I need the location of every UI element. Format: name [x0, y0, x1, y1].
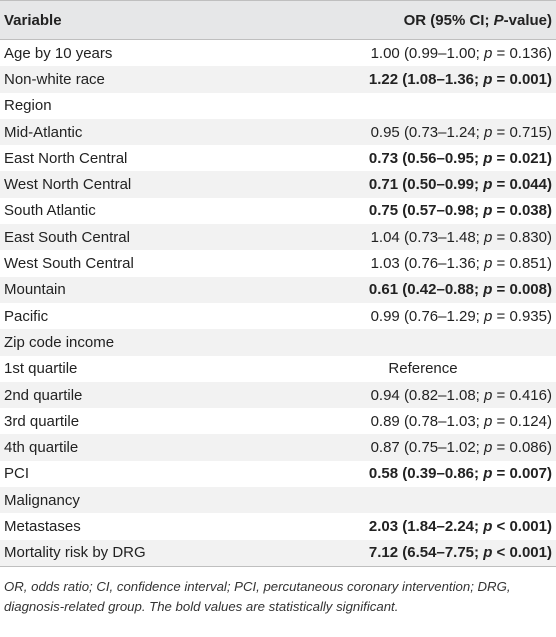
header-or-suffix: -value) — [503, 11, 552, 29]
row-label: Non-white race — [4, 70, 105, 88]
table-row: Zip code income — [0, 329, 556, 356]
table-row: Age by 10 years 1.00 (0.99–1.00; p = 0.13… — [0, 40, 556, 66]
row-label: West North Central — [4, 176, 132, 194]
table-row: Non-white race 1.22 (1.08–1.36; p = 0.001… — [0, 66, 556, 93]
row-label: Zip code income — [4, 333, 115, 351]
table-row: PCI 0.58 (0.39–0.86; p = 0.007) — [0, 461, 556, 487]
table-row: Mid-Atlantic 0.95 (0.73–1.24; p = 0.715) — [0, 118, 556, 146]
row-value: 0.75 (0.57–0.98; p = 0.038) — [368, 202, 552, 220]
row-label: Mid-Atlantic — [4, 123, 83, 141]
table-row: West South Central 1.03 (0.76–1.36; p = 0… — [0, 250, 556, 276]
table-row: Mortality risk by DRG 7.12 (6.54–7.75; p … — [0, 539, 556, 566]
row-value: 1.00 (0.99–1.00; p = 0.136) — [370, 44, 552, 62]
header-or-prefix: OR (95% CI; — [403, 11, 494, 29]
row-value: 1.03 (0.76–1.36; p = 0.851) — [370, 255, 552, 273]
header-or-italic: P — [493, 11, 504, 29]
table-row: West North Central 0.71 (0.50–0.99; p = 0… — [0, 171, 556, 198]
header-variable: Variable — [4, 11, 62, 29]
row-label: Region — [4, 97, 52, 115]
row-label: Pacific — [4, 307, 49, 325]
row-label: Metastases — [4, 517, 81, 535]
row-label: 2nd quartile — [4, 386, 83, 404]
row-label: Malignancy — [4, 491, 80, 509]
row-label: Mortality risk by DRG — [4, 544, 146, 562]
row-label: West South Central — [4, 255, 134, 273]
table-body: Age by 10 years 1.00 (0.99–1.00; p = 0.13… — [0, 40, 556, 567]
row-label: 1st quartile — [4, 360, 78, 378]
header-or: OR (95% CI; P-value) — [404, 12, 556, 29]
table-row: Pacific 0.99 (0.76–1.29; p = 0.935) — [0, 303, 556, 329]
row-value: 1.22 (1.08–1.36; p = 0.001) — [368, 70, 552, 88]
row-value: 0.71 (0.50–0.99; p = 0.044) — [368, 176, 552, 194]
row-value: 0.73 (0.56–0.95; p = 0.021) — [368, 149, 552, 167]
table-row: 2nd quartile 0.94 (0.82–1.08; p = 0.416) — [0, 381, 556, 409]
table-row: East North Central 0.73 (0.56–0.95; p = 0… — [0, 145, 556, 171]
row-value: 0.89 (0.78–1.03; p = 0.124) — [370, 412, 552, 430]
row-value: 2.03 (1.84–2.24; p < 0.001) — [368, 517, 552, 535]
row-value: 7.12 (6.54–7.75; p < 0.001) — [368, 544, 552, 562]
row-label: Mountain — [4, 281, 66, 299]
row-value: 0.87 (0.75–1.02; p = 0.086) — [370, 439, 552, 457]
table-row: East South Central 1.04 (0.73–1.48; p = 0… — [0, 224, 556, 251]
results-table: Variable OR (95% CI; P-value) Age by 10 … — [0, 0, 556, 614]
table-row: Malignancy — [0, 487, 556, 514]
row-label: PCI — [4, 465, 30, 483]
row-label: 4th quartile — [4, 439, 79, 457]
row-value: 0.58 (0.39–0.86; p = 0.007) — [368, 465, 552, 483]
row-label: 3rd quartile — [4, 412, 80, 430]
table-row: 4th quartile 0.87 (0.75–1.02; p = 0.086) — [0, 434, 556, 461]
table-row: Metastases 2.03 (1.84–2.24; p < 0.001) — [0, 513, 556, 539]
table-row: Region — [0, 93, 556, 119]
table-row: Mountain 0.61 (0.42–0.88; p = 0.008) — [0, 276, 556, 303]
table-header: Variable OR (95% CI; P-value) — [0, 0, 556, 40]
row-label: East North Central — [4, 149, 128, 167]
row-value: 0.95 (0.73–1.24; p = 0.715) — [370, 123, 552, 141]
table-footnote: OR, odds ratio; CI, confidence interval;… — [4, 578, 511, 614]
row-value: 1.04 (0.73–1.48; p = 0.830) — [370, 228, 552, 246]
row-value: 0.94 (0.82–1.08; p = 0.416) — [370, 386, 552, 404]
row-label: East South Central — [4, 228, 130, 246]
table-row: 3rd quartile 0.89 (0.78–1.03; p = 0.124) — [0, 408, 556, 434]
reference-label: Reference — [388, 360, 458, 378]
row-label: South Atlantic — [4, 202, 96, 220]
row-value: 0.61 (0.42–0.88; p = 0.008) — [368, 281, 552, 299]
table-row: 1st quartile Reference — [0, 356, 556, 382]
row-value: 0.99 (0.76–1.29; p = 0.935) — [370, 307, 552, 325]
table-row: South Atlantic 0.75 (0.57–0.98; p = 0.038… — [0, 198, 556, 224]
row-label: Age by 10 years — [4, 44, 113, 62]
